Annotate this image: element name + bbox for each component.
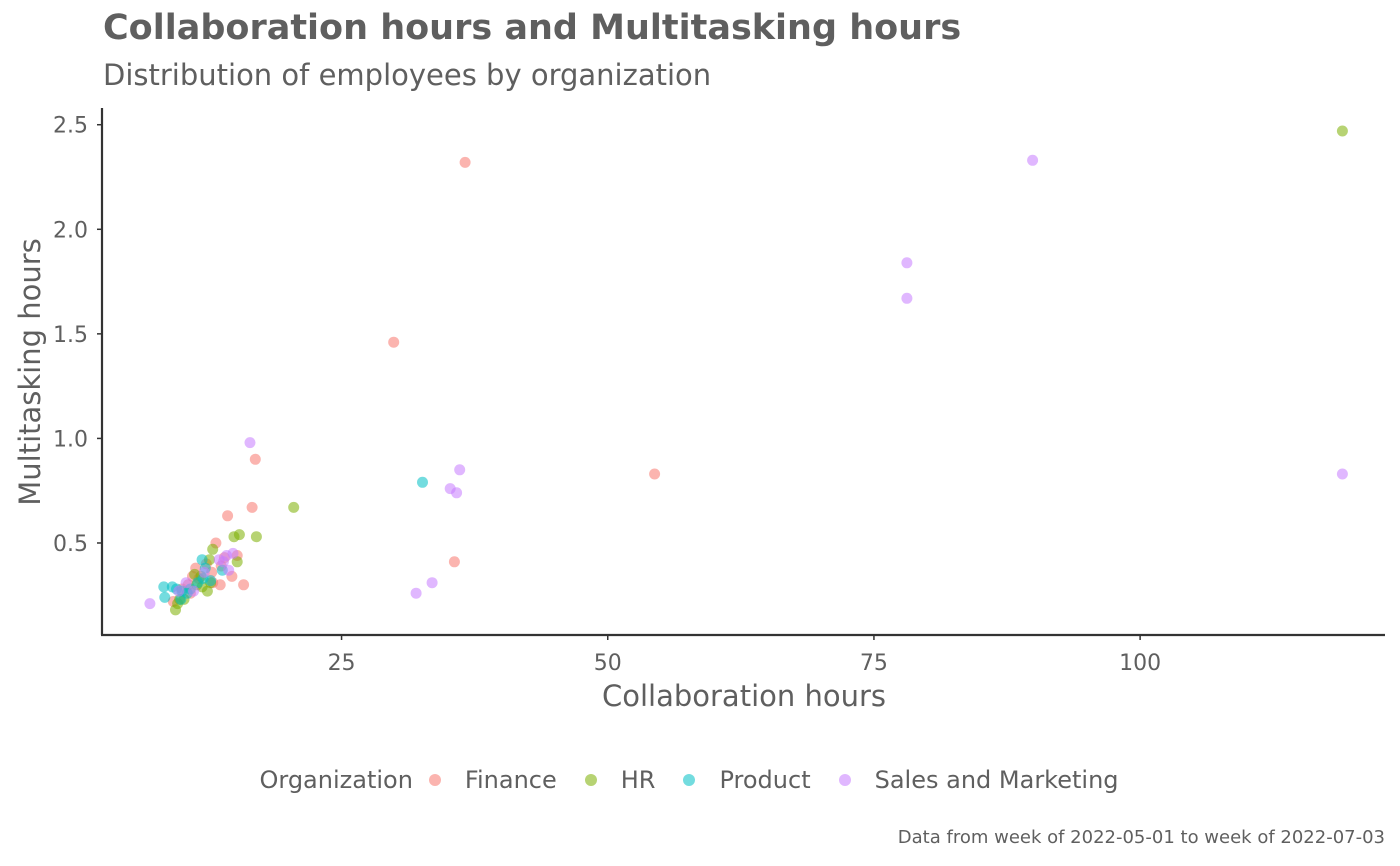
point-sales-and-marketing-17 [188, 585, 200, 597]
point-hr-1 [288, 501, 300, 513]
point-hr-5 [231, 556, 243, 568]
point-sales-and-marketing-1 [901, 257, 913, 269]
point-hr-2 [250, 531, 262, 543]
legend-item: Product [677, 766, 811, 794]
point-finance-4 [246, 501, 258, 513]
point-sales-and-marketing-3 [244, 437, 256, 449]
legend-items: Finance HR Product Sales and Marketing [423, 766, 1141, 794]
point-sales-and-marketing-7 [451, 487, 463, 499]
x-axis-title: Collaboration hours [602, 679, 886, 713]
legend-label: Finance [464, 766, 557, 794]
x-tick-label: 25 [328, 651, 356, 676]
legend-key [683, 774, 696, 786]
point-sales-and-marketing-15 [213, 554, 225, 566]
point-product-0 [417, 476, 428, 488]
point-finance-0 [459, 156, 471, 168]
x-ticks-layer: 25 50 75 100 [328, 635, 1161, 676]
point-product-6 [196, 554, 208, 566]
point-sales-and-marketing-0 [1027, 154, 1039, 166]
legend-title: Organization [259, 766, 413, 794]
chart-caption: Data from week of 2022-05-01 to week of … [897, 827, 1385, 848]
point-product-1 [158, 581, 170, 593]
points-layer [144, 125, 1348, 616]
point-sales-and-marketing-16 [180, 577, 192, 589]
y-tick-label: 0.5 [53, 532, 88, 557]
legend-label: HR [620, 766, 656, 794]
legend-item: Sales and Marketing [833, 766, 1119, 794]
point-hr-4 [233, 529, 245, 541]
x-tick-label: 100 [1119, 651, 1161, 676]
point-finance-5 [222, 510, 234, 522]
x-tick-label: 75 [860, 651, 888, 676]
legend-key [584, 774, 597, 786]
legend-item: Finance [423, 766, 557, 794]
point-sales-and-marketing-10 [144, 598, 156, 610]
legend-item: HR [579, 766, 656, 794]
point-hr-0 [1336, 125, 1348, 137]
y-tick-label: 2.5 [53, 114, 88, 139]
chart-subtitle: Distribution of employees by organizatio… [103, 58, 712, 92]
x-tick-label: 50 [594, 651, 622, 676]
legend-key [428, 774, 441, 786]
legend-label: Sales and Marketing [874, 766, 1119, 794]
point-sales-and-marketing-18 [198, 566, 210, 578]
point-finance-7 [238, 579, 250, 591]
y-tick-label: 1.0 [53, 427, 88, 452]
chart-title: Collaboration hours and Multitasking hou… [103, 8, 962, 48]
point-product-11 [159, 591, 171, 603]
y-axis-title: Multitasking hours [13, 238, 47, 506]
y-ticks-layer: 0.5 1.0 1.5 2.0 2.5 [53, 114, 102, 557]
point-sales-and-marketing-14 [223, 564, 235, 576]
point-finance-1 [388, 336, 400, 348]
legend: Organization Finance HR Product Sales and M… [0, 763, 1400, 797]
legend-key [838, 774, 851, 786]
point-sales-and-marketing-4 [454, 464, 466, 476]
point-sales-and-marketing-19 [173, 585, 185, 597]
y-tick-label: 2.0 [53, 218, 88, 243]
legend-label: Product [719, 766, 811, 794]
point-sales-and-marketing-5 [1336, 468, 1348, 480]
point-sales-and-marketing-8 [426, 577, 438, 589]
point-sales-and-marketing-2 [901, 292, 913, 304]
point-finance-2 [649, 468, 661, 480]
point-finance-3 [249, 453, 261, 465]
point-finance-6 [448, 556, 460, 568]
point-hr-14 [189, 568, 201, 580]
point-hr-6 [207, 543, 219, 555]
point-sales-and-marketing-9 [410, 587, 422, 599]
y-tick-label: 1.5 [53, 323, 88, 348]
